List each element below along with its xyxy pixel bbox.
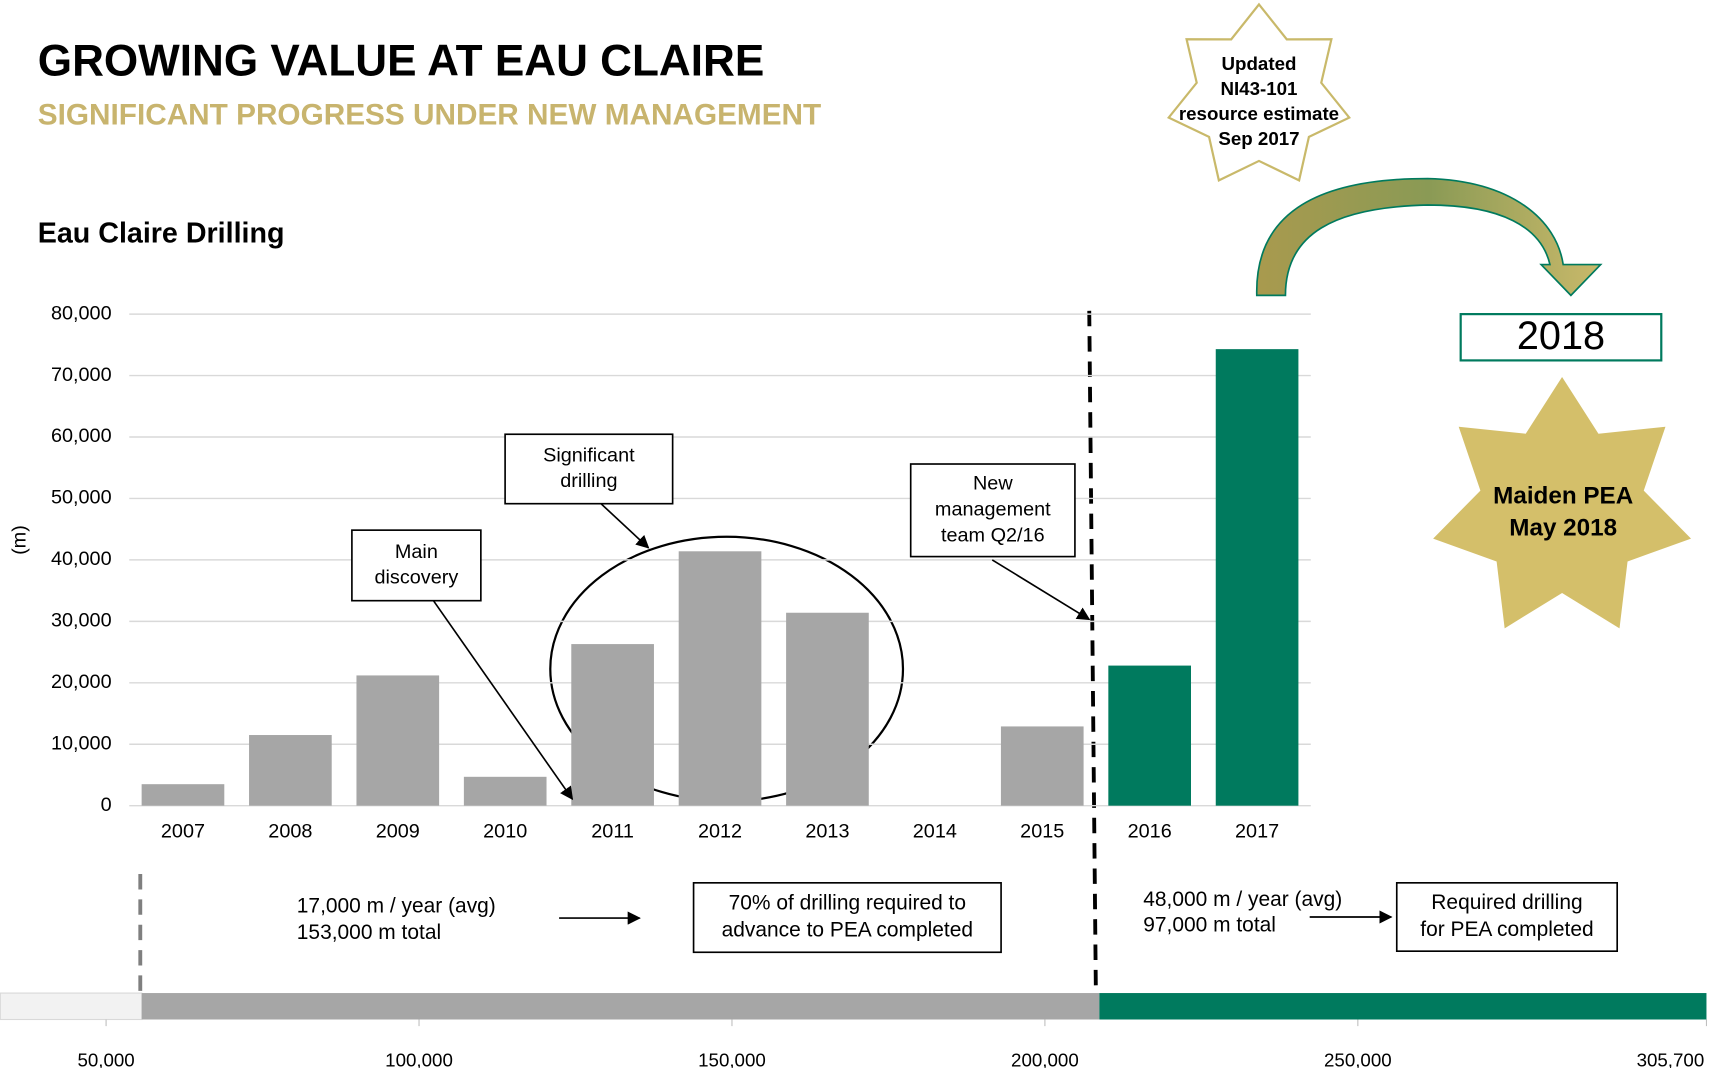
callout-box [351, 529, 482, 602]
y-tick-label: 30,000 [51, 610, 112, 632]
x-tick-label: 200,000 [1011, 1049, 1079, 1068]
x-tick-label: 250,000 [1324, 1049, 1392, 1068]
callout-arrow [600, 503, 650, 549]
y-tick-label: 0 [101, 794, 112, 816]
star-text: Maiden PEA [1493, 482, 1633, 509]
bar [571, 644, 654, 806]
chart-layer: Updated NI43-101 resource estimate Sep 2017… [0, 53, 1708, 1068]
bar [356, 675, 440, 806]
timeline-segment [141, 993, 1100, 1020]
y-tick-label: 50,000 [51, 487, 112, 509]
callout-box [504, 433, 674, 505]
year-box [1459, 313, 1663, 362]
curved-arrow [1255, 177, 1603, 297]
x-tick-label: 2011 [591, 820, 634, 842]
callout-box [1395, 882, 1619, 952]
y-tick-label: 20,000 [51, 671, 112, 693]
slide-subtitle: SIGNIFICANT PROGRESS UNDER NEW MANAGEMEN… [38, 99, 821, 132]
pea-star [1433, 376, 1692, 629]
callout-arrow [432, 600, 574, 801]
y-tick-label: 60,000 [51, 425, 112, 447]
bar [1000, 726, 1084, 806]
callout-text: New [973, 473, 1013, 495]
bar [1108, 665, 1192, 806]
callout-box [909, 463, 1076, 558]
x-tick-label: 2009 [376, 820, 420, 842]
bar [786, 612, 869, 806]
timeline-segment [1099, 993, 1707, 1020]
bar [463, 776, 547, 806]
y-tick-label: 70,000 [51, 364, 112, 386]
star-text: resource estimate [1179, 103, 1339, 124]
timeline-segment [0, 992, 143, 1021]
y-tick-label: 10,000 [51, 732, 112, 754]
x-tick-label: 2016 [1128, 820, 1172, 842]
callout-text: 70% of drilling required to [729, 891, 966, 914]
y-tick-label: 40,000 [51, 548, 112, 570]
x-tick-label: 50,000 [77, 1049, 134, 1068]
x-tick-label: 2017 [1235, 820, 1279, 842]
callout-text: Required drilling [1431, 891, 1582, 914]
resource-star [1166, 2, 1351, 183]
star-text: Updated [1222, 53, 1297, 74]
timeline-note: 48,000 m / year (avg) [1143, 888, 1342, 911]
callout-text: Main [395, 541, 438, 563]
x-tick-label: 2014 [913, 820, 957, 842]
x-tick-label: 2010 [483, 820, 527, 842]
callout-box [692, 882, 1002, 954]
x-tick-label: 100,000 [385, 1049, 453, 1068]
callout-text: drilling [560, 470, 617, 492]
x-tick-label: 2015 [1020, 820, 1064, 842]
callout-text: management [935, 499, 1051, 521]
x-tick-label: 2013 [805, 820, 849, 842]
stars [1166, 2, 1692, 629]
timeline-note: 17,000 m / year (avg) [297, 895, 496, 918]
star-text: May 2018 [1509, 514, 1617, 541]
timeline-note: 97,000 m total [1143, 913, 1276, 936]
callout-text: for PEA completed [1420, 918, 1593, 941]
x-tick-label: 2007 [161, 820, 205, 842]
bar [1215, 349, 1299, 806]
y-axis-label: (m) [8, 525, 30, 555]
star-text: NI43-101 [1220, 78, 1297, 99]
x-tick-label: 2012 [698, 820, 742, 842]
bar [678, 551, 762, 806]
x-tick-label: 2008 [268, 820, 312, 842]
management-divider [1087, 310, 1098, 992]
callout-text: Significant [543, 444, 635, 466]
callout-arrow [991, 559, 1091, 621]
chart-title: Eau Claire Drilling [38, 217, 285, 249]
year-label: 2018 [1517, 314, 1605, 358]
slide-title: GROWING VALUE AT EAU CLAIRE [38, 37, 764, 86]
y-tick-label: 80,000 [51, 302, 112, 324]
callout-text: discovery [375, 567, 459, 589]
timeline-note: 153,000 m total [297, 921, 441, 944]
x-tick-label: 305,700 [1637, 1049, 1705, 1068]
callout-text: team Q2/16 [941, 524, 1045, 546]
bar [249, 735, 332, 806]
x-tick-label: 150,000 [698, 1049, 766, 1068]
star-text: Sep 2017 [1218, 128, 1299, 149]
callout-text: advance to PEA completed [722, 919, 973, 942]
bar [141, 784, 225, 806]
